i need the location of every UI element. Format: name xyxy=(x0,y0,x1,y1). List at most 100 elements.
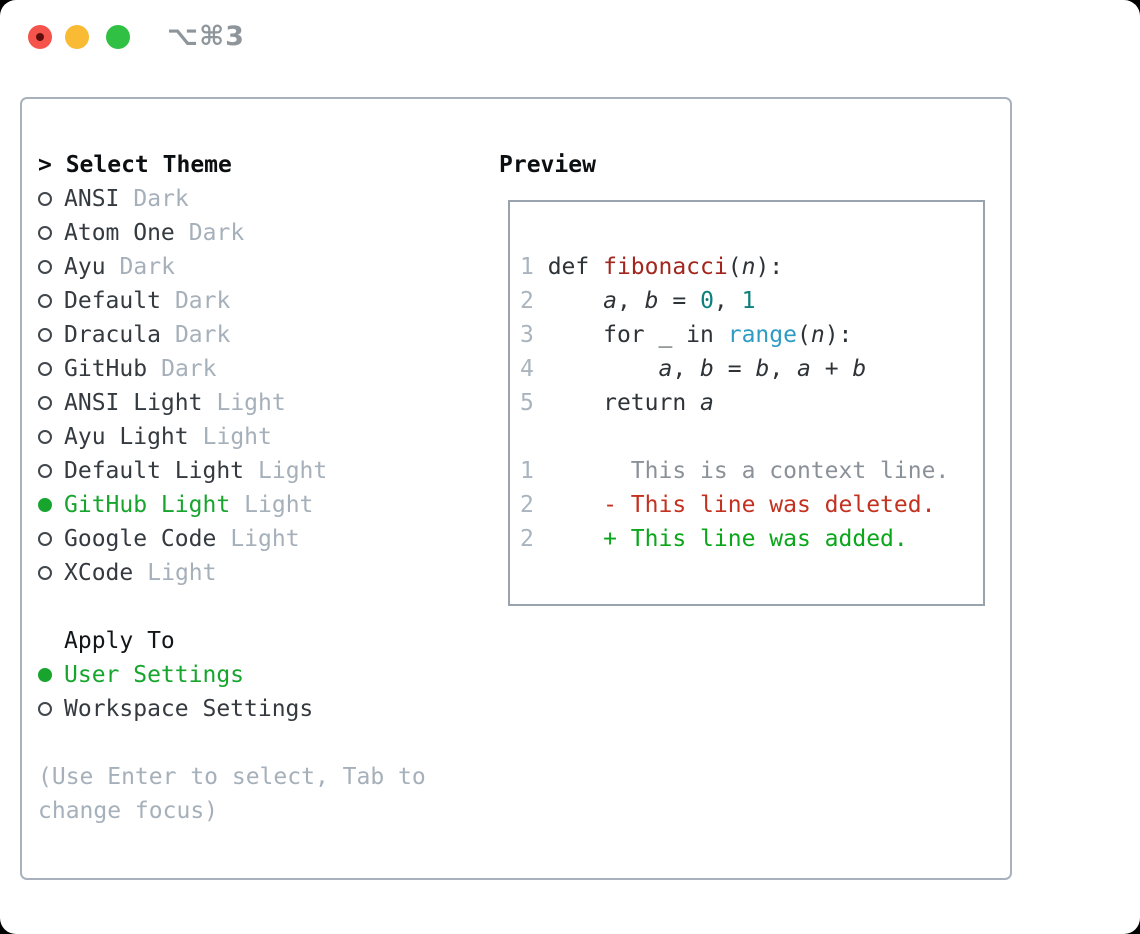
radio-icon xyxy=(38,226,52,240)
keyboard-hint: (Use Enter to select, Tab to change focu… xyxy=(38,760,426,828)
apply-option-user-settings[interactable]: User Settings xyxy=(38,658,313,692)
code-segment-var: b xyxy=(852,356,867,382)
radio-icon xyxy=(38,260,52,274)
theme-option-github-light[interactable]: GitHub Light Light xyxy=(38,488,327,522)
radio-selected-icon xyxy=(38,668,52,682)
code-segment-plain: ( xyxy=(796,322,811,348)
variant-label: Dark xyxy=(174,288,231,314)
line-number: 5 xyxy=(520,390,548,416)
code-segment-var: b xyxy=(700,356,714,382)
variant-label: Dark xyxy=(133,186,189,212)
variant-label: Dark xyxy=(161,356,217,382)
theme-option-default-light[interactable]: Default Light Light xyxy=(38,454,327,488)
preview-line: 4 a, b = b, a + b xyxy=(520,352,949,386)
theme-option-default[interactable]: Default Dark xyxy=(38,284,327,318)
preview-line: 2 + This line was added. xyxy=(520,522,949,556)
code-segment-var: n xyxy=(810,322,825,348)
radio-icon xyxy=(38,702,52,716)
code-segment-plain: , xyxy=(616,288,645,314)
theme-option-ayu[interactable]: Ayu Dark xyxy=(38,250,327,284)
radio-selected-icon xyxy=(38,498,52,512)
preview-header: Preview xyxy=(499,152,596,178)
code-segment-plain: for _ in xyxy=(547,322,728,348)
option-label: GitHub Light xyxy=(64,492,231,518)
theme-option-ansi[interactable]: ANSI Dark xyxy=(38,182,327,216)
code-segment-plain: = xyxy=(713,356,756,382)
line-number: 1 xyxy=(520,458,548,484)
variant-label: Dark xyxy=(174,322,231,348)
hint-line: change focus) xyxy=(38,798,219,824)
code-segment-num: 0 xyxy=(700,288,714,314)
radio-icon xyxy=(38,566,52,580)
code-segment-add: + This line was added. xyxy=(547,526,908,552)
variant-label: Dark xyxy=(119,254,175,280)
variant-label: Light xyxy=(244,492,314,518)
code-segment-var: a xyxy=(603,288,617,314)
line-number: 2 xyxy=(520,288,548,314)
code-segment-ctx: This is a context line. xyxy=(547,458,950,484)
code-segment-func: fibonacci xyxy=(603,254,728,280)
apply-option-workspace-settings[interactable]: Workspace Settings xyxy=(38,692,313,726)
code-segment-plain: def xyxy=(547,254,604,280)
theme-option-atom-one[interactable]: Atom One Dark xyxy=(38,216,327,250)
minimize-button[interactable] xyxy=(65,25,89,49)
preview-line: 2 - This line was deleted. xyxy=(520,488,949,522)
apply-to-list: User Settings Workspace Settings xyxy=(38,658,313,726)
radio-icon xyxy=(38,362,52,376)
variant-label: Light xyxy=(258,458,328,484)
line-number: 3 xyxy=(520,322,548,348)
radio-icon xyxy=(38,430,52,444)
code-segment-plain: ): xyxy=(755,254,784,280)
preview-line: 3 for _ in range(n): xyxy=(520,318,949,352)
variant-label: Light xyxy=(202,424,272,450)
option-label: Ayu xyxy=(64,254,106,280)
theme-option-ansi-light[interactable]: ANSI Light Light xyxy=(38,386,327,420)
variant-label: Light xyxy=(147,560,217,586)
line-number: 1 xyxy=(520,254,548,280)
line-number: 4 xyxy=(520,356,548,382)
select-theme-header: > Select Theme xyxy=(38,152,232,178)
theme-option-dracula[interactable]: Dracula Dark xyxy=(38,318,327,352)
variant-label: Light xyxy=(216,390,286,416)
code-segment-plain: + xyxy=(810,356,853,382)
code-segment-plain: , xyxy=(672,356,701,382)
preview-line xyxy=(520,420,949,454)
line-number: 2 xyxy=(520,492,548,518)
option-label: User Settings xyxy=(64,662,245,688)
preview-line: 1 def fibonacci(n): xyxy=(520,250,949,284)
option-label: ANSI Light xyxy=(64,390,203,416)
code-segment-plain: , xyxy=(769,356,798,382)
keyboard-shortcut-label: ⌥⌘3 xyxy=(167,21,245,52)
option-label: XCode xyxy=(64,560,134,586)
code-segment-var: a xyxy=(797,356,811,382)
option-label: Google Code xyxy=(64,526,217,552)
radio-icon xyxy=(38,192,52,206)
theme-option-xcode[interactable]: XCode Light xyxy=(38,556,327,590)
preview-line: 1 This is a context line. xyxy=(520,454,949,488)
close-button[interactable] xyxy=(28,25,52,49)
zoom-button[interactable] xyxy=(106,25,130,49)
radio-icon xyxy=(38,328,52,342)
code-segment-plain: ): xyxy=(824,322,853,348)
preview-line: 2 a, b = 0, 1 xyxy=(520,284,949,318)
radio-icon xyxy=(38,532,52,546)
theme-option-ayu-light[interactable]: Ayu Light Light xyxy=(38,420,327,454)
code-segment-var: b xyxy=(755,356,770,382)
theme-list: ANSI Dark Atom One Dark Ayu Dark Default Dark Dr… xyxy=(38,182,327,590)
code-segment-var: a xyxy=(658,356,673,382)
code-segment-del: - This line was deleted. xyxy=(547,492,936,518)
theme-option-google-code[interactable]: Google Code Light xyxy=(38,522,327,556)
code-segment-builtin: range xyxy=(727,322,797,348)
radio-icon xyxy=(38,294,52,308)
option-label: Atom One xyxy=(64,220,175,246)
titlebar: ⌥⌘3 xyxy=(0,0,1140,80)
code-segment-var: n xyxy=(741,254,756,280)
hint-line: (Use Enter to select, Tab to xyxy=(38,764,426,790)
option-label: ANSI xyxy=(64,186,120,212)
theme-option-github[interactable]: GitHub Dark xyxy=(38,352,327,386)
radio-icon xyxy=(38,396,52,410)
preview-line: 5 return a xyxy=(520,386,949,420)
option-label: Workspace Settings xyxy=(64,696,314,722)
